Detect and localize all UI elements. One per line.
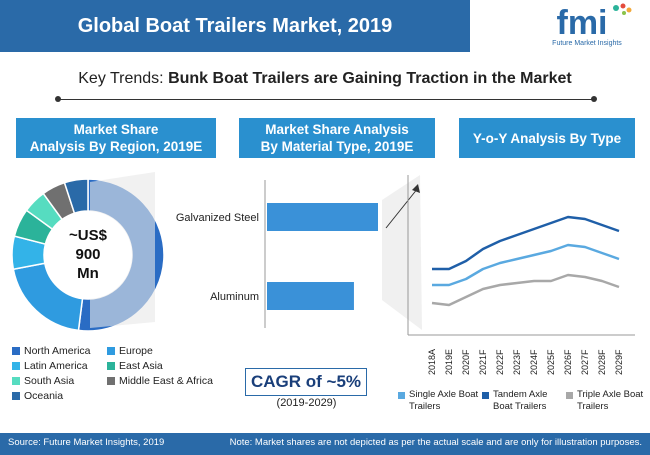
x-tick-labels: 2018A 2019E 2020F 2021F 2022F 2023F 2024F 2025F… (427, 349, 624, 375)
key-trend-highlight: Bunk Boat Trailers are Gaining Traction … (168, 70, 572, 87)
fmi-logo: fmi (557, 3, 632, 42)
bar-aluminum (267, 282, 354, 310)
line-legend-swatch (566, 392, 573, 399)
legend-item-north-america: North America (12, 345, 107, 357)
legend-swatch (12, 347, 20, 355)
series-line-tandem-axle (432, 215, 620, 271)
x-tick-2025F: 2025F (546, 349, 556, 375)
legend-item-east-asia: East Asia (107, 360, 232, 372)
page-title: Global Boat Trailers Market, 2019 (77, 15, 393, 37)
material-panel-header: Market Share Analysis By Material Type, 2… (239, 118, 435, 158)
bar-label-aluminum: Aluminum (210, 291, 259, 303)
trend-divider (58, 99, 594, 100)
x-tick-2026F: 2026F (563, 349, 573, 375)
callout-arrow-head (412, 184, 420, 193)
legend-swatch (107, 347, 115, 355)
title-bar (0, 0, 470, 52)
callout-arrow-line (385, 187, 419, 229)
region-legend: North America Europe Latin America East Asi… (12, 345, 232, 402)
line-legend-item-triple-axle: Triple Axle Boat Trailers (566, 389, 648, 413)
x-tick-2021F: 2021F (478, 349, 488, 375)
legend-swatch (12, 362, 20, 370)
trend-divider-dot-left (55, 96, 61, 102)
legend-item-oceania: Oceania (12, 390, 107, 402)
x-tick-2019E: 2019E (444, 349, 454, 375)
region-donut-chart: ~US$ 900 Mn (11, 172, 165, 332)
bar-label-galvanized-steel: Galvanized Steel (176, 212, 259, 224)
series-line-single-axle (432, 243, 620, 287)
footer-source: Source: Future Market Insights, 2019 (8, 437, 165, 448)
footer-note: Note: Market shares are not depicted as … (229, 437, 642, 448)
key-trend: Key Trends: Bunk Boat Trailers are Gaini… (0, 70, 650, 88)
x-tick-2028F: 2028F (597, 349, 607, 375)
legend-swatch (12, 377, 20, 385)
svg-text:fmi: fmi (557, 4, 608, 42)
donut-center (44, 211, 132, 299)
lines (431, 215, 620, 307)
legend-swatch (107, 362, 115, 370)
donut-center-line1: ~US$ (69, 227, 108, 244)
legend-swatch (107, 377, 115, 385)
bar-highlight-band (382, 175, 422, 330)
legend-label: Oceania (24, 390, 64, 402)
line-legend-swatch (398, 392, 405, 399)
material-bar-chart: Galvanized Steel Aluminum (176, 175, 422, 330)
yoy-line-chart: 2018A 2019E 2020F 2021F 2022F 2023F 2024F 2025F… (407, 175, 635, 375)
cagr-box: CAGR of ~5% (245, 368, 367, 396)
x-tick-2018A: 2018A (427, 349, 437, 375)
x-tick-2029F: 2029F (614, 349, 624, 375)
cagr-period: (2019-2029) (276, 397, 337, 409)
series-line-triple-axle (431, 273, 620, 307)
line-legend-item-single-axle: Single Axle Boat Trailers (398, 389, 480, 413)
line-legend-label: Triple Axle Boat Trailers (577, 389, 644, 412)
legend-label: East Asia (119, 360, 163, 372)
legend-label: Europe (119, 345, 153, 357)
yoy-panel-header: Y-o-Y Analysis By Type (459, 118, 635, 158)
line-legend-swatch (482, 392, 489, 399)
legend-swatch (12, 392, 20, 400)
region-header-line1: Market Share (73, 122, 159, 137)
material-header-line2: By Material Type, 2019E (260, 139, 414, 154)
material-header-line1: Market Share Analysis (265, 122, 409, 137)
legend-label: Latin America (24, 360, 88, 372)
x-tick-2020F: 2020F (461, 349, 471, 375)
line-legend-label: Single Axle Boat Trailers (409, 389, 479, 412)
yoy-header-text: Y-o-Y Analysis By Type (472, 130, 622, 146)
yoy-legend: Single Axle Boat Trailers Tandem Axle Boa… (398, 389, 648, 413)
bar-galvanized-steel (267, 203, 378, 231)
legend-item-latin-america: Latin America (12, 360, 107, 372)
trend-divider-dot-right (591, 96, 597, 102)
x-tick-2024F: 2024F (529, 349, 539, 375)
legend-item-europe: Europe (107, 345, 232, 357)
legend-item-middle-east-africa: Middle East & Africa (107, 375, 232, 387)
region-header-line2: Analysis By Region, 2019E (29, 139, 203, 154)
x-tick-2022F: 2022F (495, 349, 505, 375)
footer-bar (0, 433, 650, 455)
legend-label: North America (24, 345, 91, 357)
bars: Galvanized Steel Aluminum (176, 203, 378, 310)
logo-subtitle: Future Market Insights (552, 40, 622, 47)
legend-label: South Asia (24, 375, 75, 387)
donut-center-line2: 900 (75, 246, 100, 263)
x-tick-2023F: 2023F (512, 349, 522, 375)
donut-center-line3: Mn (77, 265, 99, 282)
legend-item-south-asia: South Asia (12, 375, 107, 387)
legend-label: Middle East & Africa (119, 375, 213, 387)
x-tick-2027F: 2027F (580, 349, 590, 375)
region-panel-header: Market Share Analysis By Region, 2019E (16, 118, 216, 158)
key-trend-prefix: Key Trends: (78, 70, 169, 87)
line-legend-item-tandem-axle: Tandem Axle Boat Trailers (482, 389, 564, 413)
line-legend-label: Tandem Axle Boat Trailers (493, 389, 548, 412)
